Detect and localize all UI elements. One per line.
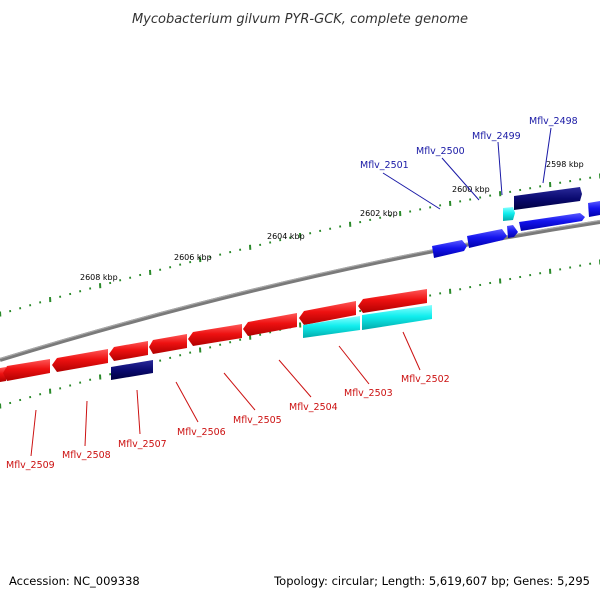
label-mflv-2508[interactable]: Mflv_2508 bbox=[62, 450, 111, 461]
gene-mflv-2508[interactable] bbox=[52, 349, 108, 372]
gene-mflv-2499-rna[interactable] bbox=[503, 207, 515, 221]
scale-label-2606: 2606 kbp bbox=[174, 253, 212, 262]
scale-label-2604: 2604 kbp bbox=[267, 232, 305, 241]
outer-scale-ticks bbox=[0, 173, 600, 317]
gene-mflv-2506[interactable] bbox=[149, 334, 187, 354]
label-mflv-2506[interactable]: Mflv_2506 bbox=[177, 427, 226, 438]
gene-continuing-right[interactable] bbox=[588, 201, 600, 217]
scale-label-2598: 2598 kbp bbox=[546, 160, 584, 169]
label-mflv-2502[interactable]: Mflv_2502 bbox=[401, 374, 450, 385]
gene-mflv-2499[interactable] bbox=[507, 225, 518, 238]
gene-mflv-2502-rna[interactable] bbox=[362, 305, 432, 330]
label-mflv-2509[interactable]: Mflv_2509 bbox=[6, 460, 55, 471]
gene-mflv-2502[interactable] bbox=[358, 289, 427, 313]
gene-mflv-2498-pseudo[interactable] bbox=[514, 187, 582, 210]
label-mflv-2507[interactable]: Mflv_2507 bbox=[118, 439, 167, 450]
scale-label-2602: 2602 kbp bbox=[360, 209, 398, 218]
label-mflv-2501[interactable]: Mflv_2501 bbox=[360, 160, 409, 171]
reverse-gene-labels: Mflv_2502 Mflv_2503 Mflv_2504 Mflv_2505 … bbox=[6, 331, 450, 471]
label-mflv-2505[interactable]: Mflv_2505 bbox=[233, 415, 282, 426]
gene-mflv-2509-b[interactable] bbox=[3, 359, 50, 381]
scale-label-2600: 2600 kbp bbox=[452, 185, 490, 194]
gene-mflv-2500[interactable] bbox=[467, 229, 507, 248]
gene-mflv-2504[interactable] bbox=[243, 313, 297, 336]
label-mflv-2498[interactable]: Mflv_2498 bbox=[529, 116, 578, 127]
gene-mflv-2505[interactable] bbox=[188, 324, 242, 346]
gene-mflv-2507-pseudo[interactable] bbox=[111, 360, 153, 380]
map-title: Mycobacterium gilvum PYR-GCK, complete g… bbox=[132, 12, 468, 27]
gene-mflv-2503[interactable] bbox=[299, 301, 356, 325]
forward-strand-genes bbox=[432, 187, 600, 258]
scale-label-2608: 2608 kbp bbox=[80, 273, 118, 282]
gene-mflv-2501[interactable] bbox=[432, 240, 467, 258]
reverse-strand-genes bbox=[0, 289, 432, 382]
gene-mflv-2507[interactable] bbox=[109, 341, 148, 361]
label-mflv-2500[interactable]: Mflv_2500 bbox=[416, 146, 465, 157]
forward-gene-labels: Mflv_2498 Mflv_2499 Mflv_2500 Mflv_2501 bbox=[360, 116, 578, 210]
label-mflv-2503[interactable]: Mflv_2503 bbox=[344, 388, 393, 399]
topology-summary-text: Topology: circular; Length: 5,619,607 bp… bbox=[274, 574, 590, 588]
label-mflv-2504[interactable]: Mflv_2504 bbox=[289, 402, 338, 413]
genome-backbone bbox=[0, 220, 600, 362]
gene-mflv-2503-rna[interactable] bbox=[303, 316, 360, 338]
label-mflv-2499[interactable]: Mflv_2499 bbox=[472, 131, 521, 142]
accession-text: Accession: NC_009338 bbox=[9, 574, 140, 588]
gene-mflv-2498[interactable] bbox=[519, 213, 585, 231]
